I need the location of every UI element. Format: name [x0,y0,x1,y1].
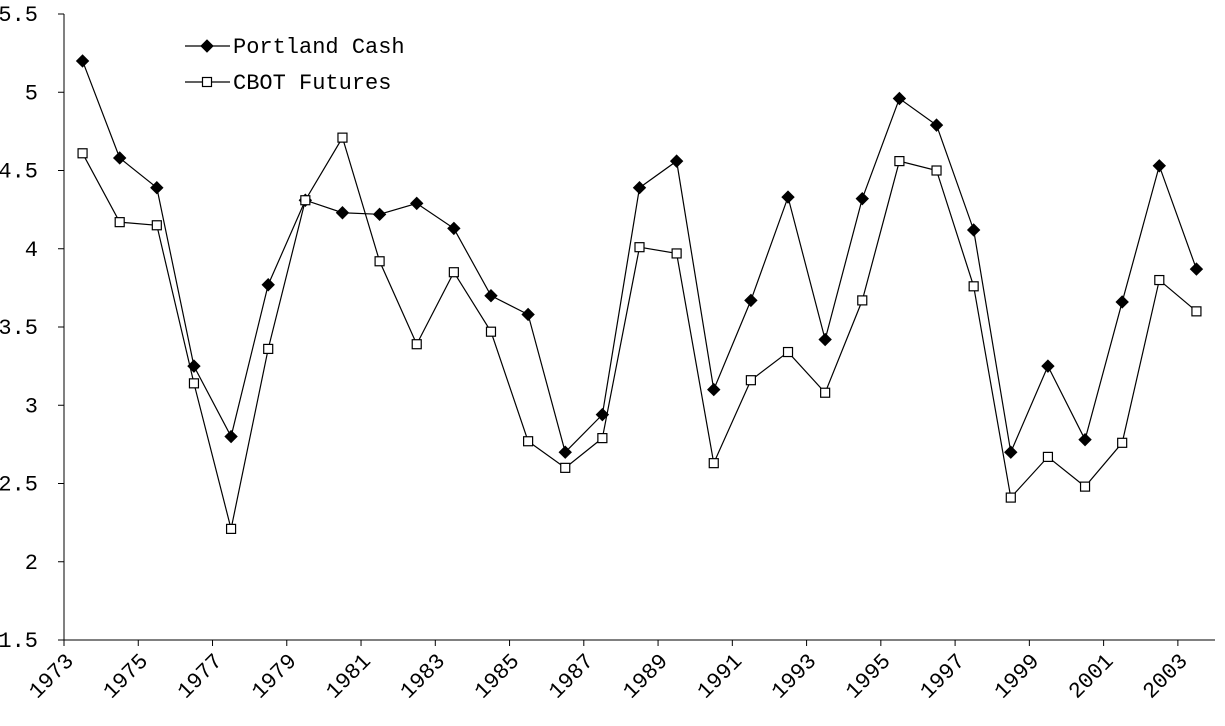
point [447,221,461,236]
point [224,429,238,444]
point [263,343,274,355]
point [595,407,610,422]
y-tick-label: 5 [25,81,38,106]
point [1005,492,1016,503]
point [261,278,275,292]
point [150,181,164,195]
point [634,242,645,253]
point [372,207,387,222]
point [632,181,647,195]
point [335,206,350,220]
point [151,220,162,231]
point [112,151,127,165]
series [77,132,1202,534]
point [857,295,868,306]
point [782,346,794,358]
y-tick-label: 4.5 [0,160,38,185]
legend-marker [200,39,214,53]
x-tick-label: 1989 [619,649,674,704]
point [225,523,237,534]
legend-marker [201,76,213,88]
point [744,293,758,308]
point [894,156,905,167]
line [82,136,1197,530]
x-tick-label: 1981 [322,649,377,704]
point [1117,437,1128,448]
x-tick-label: 2003 [1138,649,1193,704]
point [597,433,608,444]
point [708,458,719,469]
x-tick-label: 1991 [693,649,748,704]
x-tick-label: 1995 [841,649,896,704]
y-tick-label: 3.5 [0,316,38,341]
point [1042,451,1054,462]
point [410,196,424,211]
line [82,60,1198,455]
point [75,54,90,68]
x-tick-label: 1973 [24,649,79,704]
point [1152,159,1167,173]
x-tick-label: 1977 [173,649,228,704]
point [671,248,682,259]
point [855,191,869,206]
x-tick-label: 1999 [990,649,1045,704]
point [523,436,534,447]
x-tick-label: 1987 [544,649,599,704]
point [188,378,200,389]
point [1041,359,1055,373]
y-tick-label: 5.5 [0,3,38,28]
point [968,281,979,292]
point [745,375,756,386]
point [300,195,311,206]
point [560,462,571,473]
y-tick-label: 4 [25,238,38,263]
point [337,132,348,143]
legend-item: Portland Cash [185,35,405,60]
point [1079,481,1091,492]
x-tick-label: 1983 [396,649,451,704]
x-tick-label: 1975 [99,649,154,704]
x-tick-label: 2001 [1064,649,1119,704]
point [558,445,572,459]
y-tick-label: 2 [25,551,38,576]
point [818,332,832,347]
point [669,154,684,168]
point [484,288,498,303]
legend-label: Portland Cash [233,35,405,60]
x-tick-label: 1979 [247,649,302,704]
point [1191,306,1202,317]
x-tick-label: 1993 [767,649,822,704]
y-tick-label: 1.5 [0,629,38,654]
legend-item: CBOT Futures [185,71,391,96]
point [485,326,497,337]
point [820,387,831,398]
y-tick-label: 3 [25,394,38,419]
point [781,190,795,204]
series [75,54,1204,459]
point [931,165,942,176]
point [1078,432,1092,447]
point [707,382,721,397]
y-tick-label: 2.5 [0,473,38,498]
point [411,339,422,350]
legend-label: CBOT Futures [233,71,391,96]
point [1004,445,1018,459]
point [929,118,944,132]
point [448,267,459,278]
point [114,217,125,228]
point [892,91,907,106]
point [521,307,535,322]
point [966,223,981,237]
point [1154,274,1165,286]
x-tick-label: 1985 [470,649,525,704]
point [77,148,88,159]
point [1189,262,1204,276]
point [374,256,385,267]
point [1115,295,1129,309]
x-tick-label: 1997 [916,649,971,704]
